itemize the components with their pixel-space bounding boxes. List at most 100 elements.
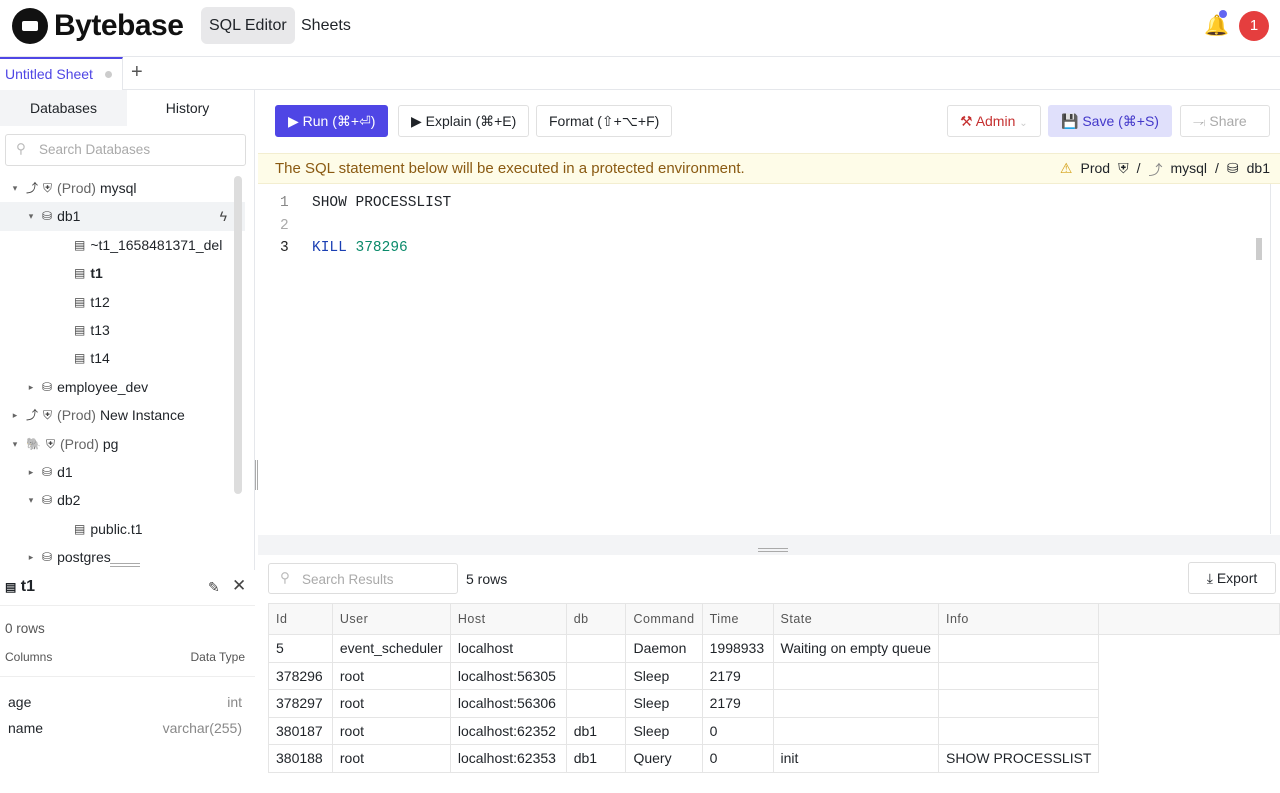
logo[interactable]: Bytebase (12, 8, 184, 44)
table-cell[interactable] (565, 661, 627, 690)
editor-scroll-thumb[interactable] (1256, 238, 1262, 260)
table-cell[interactable]: root (331, 661, 451, 690)
table-row[interactable]: 5 event_scheduler localhost Daemon 1998933 Wa… (268, 634, 1280, 663)
tree-item[interactable]: ▸ ⤴ ⛨ (Prod) New Instance (0, 401, 245, 429)
table-cell[interactable]: root (331, 716, 451, 745)
table-cell[interactable]: 5 (268, 634, 333, 663)
table-cell[interactable]: 378297 (268, 689, 333, 718)
close-icon[interactable]: ✕ (232, 576, 247, 595)
tree-scrollbar[interactable] (234, 176, 242, 494)
column-header[interactable]: Info (937, 603, 1100, 635)
table-cell[interactable]: 2179 (701, 661, 774, 690)
edit-icon[interactable]: ✎ (208, 579, 220, 595)
tree-item[interactable]: ▾ ⛁ db1 ϟ (0, 202, 245, 231)
column-header[interactable]: Id (268, 603, 333, 635)
table-cell[interactable]: 2179 (701, 689, 774, 718)
avatar[interactable]: 1 (1239, 11, 1269, 41)
table-cell[interactable] (772, 716, 940, 745)
table-cell[interactable]: localhost (449, 634, 567, 663)
tree-item[interactable]: ▤ ~t1_1658481371_del (0, 231, 245, 259)
table-row[interactable]: 380187 root localhost:62352 db1 Sleep 0 (268, 716, 1280, 745)
tree-item[interactable]: ▸ ⛁ d1 (0, 458, 245, 486)
table-cell[interactable] (937, 634, 1100, 663)
caret-icon[interactable]: ▾ (28, 211, 34, 222)
table-cell[interactable]: Sleep (625, 689, 703, 718)
table-cell[interactable]: root (331, 689, 451, 718)
table-cell[interactable] (565, 634, 627, 663)
column-header[interactable]: Time (701, 603, 774, 635)
table-cell[interactable]: 0 (701, 716, 774, 745)
tree-item[interactable]: ▤ public.t1 (0, 515, 245, 543)
sql-editor[interactable]: 1 SHOW PROCESSLIST 2 3 KILL 378296 (258, 184, 1270, 534)
table-cell[interactable]: SHOW PROCESSLIST (937, 744, 1100, 773)
table-cell[interactable]: localhost:56306 (449, 689, 567, 718)
table-cell[interactable]: localhost:62352 (449, 716, 567, 745)
nav-sheets[interactable]: Sheets (301, 17, 351, 34)
table-cell[interactable]: localhost:56305 (449, 661, 567, 690)
tab-databases[interactable]: Databases (0, 90, 127, 126)
tree-item[interactable]: ▤ t12 (0, 288, 245, 316)
tree-item[interactable]: ▤ t1 (0, 259, 245, 287)
tree-item[interactable]: ▾ ⛁ db2 (0, 486, 245, 514)
table-cell[interactable]: root (331, 744, 451, 773)
table-cell[interactable]: Waiting on empty queue (772, 634, 940, 663)
table-cell[interactable] (772, 661, 940, 690)
sidebar-resize-handle[interactable] (255, 460, 258, 490)
run-button[interactable]: ▶ Run (⌘+⏎) (275, 105, 389, 137)
table-cell[interactable]: db1 (565, 716, 627, 745)
format-button[interactable]: Format (⇧+⌥+F) (536, 105, 673, 137)
tab-history[interactable]: History (165, 100, 210, 116)
table-cell[interactable]: Sleep (625, 716, 703, 745)
tab-untitled-sheet[interactable]: Untitled Sheet (0, 57, 123, 90)
table-row[interactable]: 378297 root localhost:56306 Sleep 2179 (268, 689, 1280, 718)
table-cell[interactable]: event_scheduler (331, 634, 451, 663)
share-button[interactable]: ⥗ Share (1180, 105, 1270, 137)
search-databases-input[interactable]: ⚲ Search Databases (5, 134, 246, 166)
caret-icon[interactable]: ▸ (12, 410, 18, 421)
table-cell[interactable]: 378296 (268, 661, 333, 690)
caret-icon[interactable]: ▸ (28, 381, 34, 392)
table-row[interactable]: 380188 root localhost:62353 db1 Query 0 init SH… (268, 744, 1280, 773)
table-cell[interactable]: 0 (701, 744, 774, 773)
table-cell[interactable]: Sleep (625, 661, 703, 690)
column-header[interactable]: State (772, 603, 940, 635)
table-cell[interactable]: 380187 (268, 716, 333, 745)
caret-icon[interactable]: ▸ (28, 466, 34, 477)
table-cell[interactable]: 1998933 (701, 634, 774, 663)
save-button[interactable]: 💾 Save (⌘+S) (1048, 105, 1172, 137)
column-header[interactable]: Host (449, 603, 567, 635)
tree-item[interactable]: ▤ t14 (0, 344, 245, 372)
explain-button[interactable]: ▶ Explain (⌘+E) (398, 105, 530, 137)
bolt-icon[interactable]: ϟ (219, 208, 227, 225)
caret-icon[interactable]: ▸ (28, 552, 34, 563)
tree-item[interactable]: ▸ ⛁ postgres (0, 543, 245, 571)
nav-sql-editor[interactable]: SQL Editor (201, 7, 295, 44)
table-cell[interactable]: Query (625, 744, 703, 773)
editor-scrollbar[interactable] (1270, 184, 1271, 534)
table-row[interactable]: 378296 root localhost:56305 Sleep 2179 (268, 661, 1280, 690)
search-results-input[interactable]: ⚲ Search Results (268, 563, 458, 594)
column-header[interactable]: db (565, 603, 627, 635)
table-cell[interactable]: db1 (565, 744, 627, 773)
table-cell[interactable] (937, 661, 1100, 690)
column-header[interactable]: Command (625, 603, 703, 635)
split-handle[interactable] (758, 548, 788, 552)
table-cell[interactable] (565, 689, 627, 718)
caret-icon[interactable]: ▾ (12, 183, 18, 193)
table-cell[interactable] (937, 716, 1100, 745)
table-cell[interactable]: Daemon (625, 634, 703, 663)
sidebar-split-handle[interactable] (110, 563, 140, 567)
tree-item[interactable]: ▸ ⛁ employee_dev (0, 373, 245, 401)
admin-mode-button[interactable]: ⚒ Admin ⌄ (947, 105, 1041, 137)
tree-item[interactable]: ▤ t13 (0, 316, 245, 344)
table-cell[interactable]: init (772, 744, 940, 773)
editor-results-splitter[interactable] (258, 535, 1280, 555)
add-tab-button[interactable]: + (131, 61, 143, 83)
table-cell[interactable]: localhost:62353 (449, 744, 567, 773)
column-header[interactable]: User (331, 603, 451, 635)
tree-item[interactable]: ▾ ⤴ ⛨ (Prod) mysql (0, 174, 245, 202)
table-cell[interactable] (772, 689, 940, 718)
tree-item[interactable]: ▾ 🐘 ⛨ (Prod) pg (0, 430, 245, 458)
caret-icon[interactable]: ▾ (28, 495, 34, 506)
table-cell[interactable]: 380188 (268, 744, 333, 773)
